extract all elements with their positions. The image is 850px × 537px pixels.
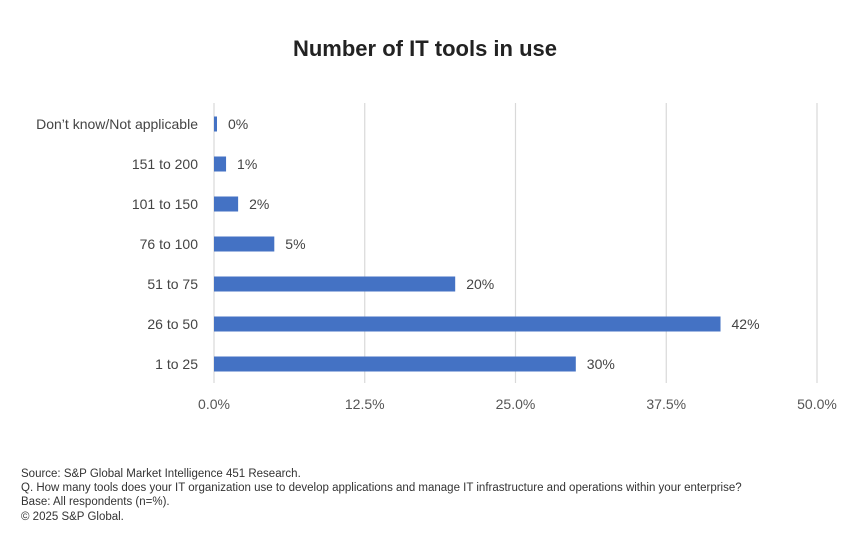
bar: [214, 356, 576, 372]
category-label: 1 to 25: [155, 356, 198, 372]
category-label: 26 to 50: [147, 316, 198, 332]
x-tick-label: 37.5%: [646, 396, 686, 412]
category-label: 101 to 150: [132, 196, 198, 212]
x-tick-label: 12.5%: [345, 396, 385, 412]
bar: [214, 236, 275, 252]
source-note: Source: S&P Global Market Intelligence 4…: [21, 468, 301, 480]
bars: [214, 116, 721, 372]
grid-lines: [213, 103, 818, 383]
chart-footer: Source: S&P Global Market Intelligence 4…: [21, 467, 742, 524]
bar: [214, 316, 721, 332]
value-label: 30%: [587, 356, 615, 372]
category-label: 51 to 75: [147, 276, 198, 292]
value-label: 0%: [228, 116, 248, 132]
bar: [214, 196, 239, 212]
question-note: Q. How many tools does your IT organizat…: [21, 482, 742, 495]
base-note: Base: All respondents (n=%).: [21, 496, 170, 509]
value-labels: 0% 1% 2% 5% 20% 42% 30%: [228, 116, 760, 372]
bar-chart: Don’t know/Not applicable 151 to 200 101 t…: [36, 103, 837, 412]
value-label: 42%: [732, 316, 760, 332]
x-axis-tick-labels: 0.0% 12.5% 25.0% 37.5% 50.0%: [198, 396, 837, 412]
value-label: 1%: [237, 156, 257, 172]
value-label: 5%: [285, 236, 305, 252]
category-label: 151 to 200: [132, 156, 198, 172]
value-label: 20%: [466, 276, 494, 292]
x-tick-label: 0.0%: [198, 396, 230, 412]
category-labels: Don’t know/Not applicable 151 to 200 101 t…: [36, 116, 198, 372]
chart-title: Number of IT tools in use: [292, 36, 557, 61]
bar: [214, 276, 456, 292]
bar: [214, 156, 227, 172]
value-label: 2%: [249, 196, 269, 212]
copyright-note: © 2025 S&P Global.: [21, 510, 124, 523]
x-tick-label: 25.0%: [496, 396, 536, 412]
x-tick-label: 50.0%: [797, 396, 837, 412]
category-label: 76 to 100: [140, 236, 199, 252]
category-label: Don’t know/Not applicable: [36, 116, 198, 132]
bar: [214, 116, 217, 132]
